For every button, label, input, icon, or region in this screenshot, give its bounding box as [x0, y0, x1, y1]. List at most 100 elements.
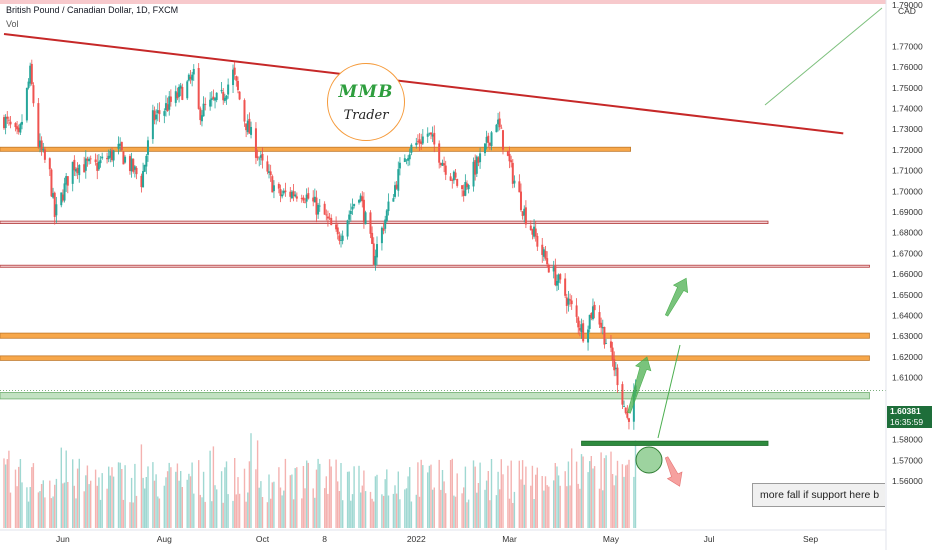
volume-bar: [417, 462, 419, 528]
candle-body: [392, 198, 395, 202]
candle-body: [534, 228, 537, 237]
volume-bar: [466, 502, 468, 528]
candle-body: [318, 205, 321, 207]
candle-body: [490, 132, 493, 147]
volume-bar: [543, 490, 545, 528]
candle-body: [53, 192, 56, 217]
candle-body: [256, 156, 259, 159]
candle-body: [353, 204, 356, 207]
y-tick-label: 1.73000: [892, 124, 923, 134]
candle-body: [623, 405, 626, 407]
volume-bar: [193, 493, 195, 528]
candle-body: [359, 195, 362, 202]
volume-bar: [364, 491, 367, 528]
volume-bar: [212, 446, 215, 528]
volume-bar: [135, 495, 138, 528]
candle-body: [215, 92, 218, 101]
volume-bar: [373, 501, 375, 528]
candle-body: [575, 305, 578, 317]
volume-bar: [397, 471, 399, 528]
volume-bar: [153, 480, 156, 528]
volume-bar: [245, 501, 247, 528]
candle-body: [611, 347, 614, 360]
candle-body: [40, 140, 43, 151]
candle-body: [500, 127, 503, 129]
volume-bar: [433, 487, 435, 528]
volume-bar: [157, 496, 159, 528]
volume-bar: [62, 483, 64, 528]
candle-body: [387, 201, 390, 212]
volume-bar: [304, 488, 306, 528]
volume-bar: [579, 488, 581, 528]
zone-line: [0, 220, 769, 224]
volume-bar: [16, 486, 18, 528]
candle-body: [590, 313, 593, 319]
volume-bar: [266, 502, 269, 528]
x-tick-label: Oct: [256, 534, 270, 544]
volume-bar: [443, 481, 445, 528]
candle-body: [52, 193, 55, 198]
candle-body: [181, 86, 184, 100]
candle-body: [323, 203, 326, 215]
candle-body: [259, 155, 262, 158]
volume-bar: [525, 466, 527, 528]
candle-body: [20, 121, 23, 125]
candle-body: [475, 156, 478, 174]
candle-body: [250, 126, 253, 135]
volume-bar: [14, 469, 17, 528]
volume-bar: [521, 460, 524, 528]
candle-body: [168, 96, 171, 110]
volume-bar: [580, 454, 583, 528]
volume-bar: [224, 467, 226, 528]
candle-body: [101, 156, 104, 159]
x-tick-label: Mar: [502, 534, 517, 544]
candle-body: [441, 162, 444, 166]
volume-bar: [556, 466, 558, 528]
candle-body: [454, 172, 457, 178]
volume-bar: [327, 493, 329, 528]
candle-body: [369, 212, 372, 234]
candle-body: [29, 65, 32, 84]
candle-body: [96, 162, 99, 171]
candle-body: [555, 280, 558, 286]
candle-body: [371, 232, 374, 244]
candle-body: [498, 118, 501, 128]
y-tick-label: 1.72000: [892, 145, 923, 155]
volume-bar: [88, 484, 90, 528]
volume-bar: [338, 491, 341, 528]
candle-body: [433, 132, 436, 145]
volume-bar: [445, 493, 447, 528]
candle-body: [416, 141, 419, 143]
symbol-title: British Pound / Canadian Dollar, 1D, FXC…: [6, 5, 179, 15]
volume-bar: [598, 488, 601, 528]
volume-bar: [324, 488, 326, 528]
candle-body: [341, 235, 344, 241]
candle-body: [179, 85, 182, 89]
candle-body: [518, 181, 521, 193]
candle-body: [477, 157, 480, 163]
candle-body: [281, 194, 284, 197]
candle-body: [48, 158, 51, 170]
volume-bar: [508, 498, 511, 528]
candle-body: [135, 167, 138, 175]
candle-body: [325, 214, 328, 216]
volume-bar: [292, 499, 295, 528]
volume-bar: [360, 492, 362, 528]
volume-bar: [431, 489, 434, 528]
volume-bar: [348, 471, 350, 528]
candle-body: [624, 407, 627, 413]
y-tick-label: 1.66000: [892, 269, 923, 279]
volume-bar: [85, 475, 87, 528]
volume-bar: [37, 492, 40, 528]
volume-bar: [273, 481, 275, 528]
candle-body: [268, 171, 271, 173]
up-arrow: [664, 277, 689, 317]
candle-body: [418, 139, 421, 144]
candle-body: [163, 111, 166, 116]
candle-body: [63, 183, 66, 201]
candle-body: [199, 108, 202, 121]
candle-body: [6, 116, 9, 119]
volume-bar: [119, 462, 121, 528]
candle-body: [451, 180, 454, 181]
